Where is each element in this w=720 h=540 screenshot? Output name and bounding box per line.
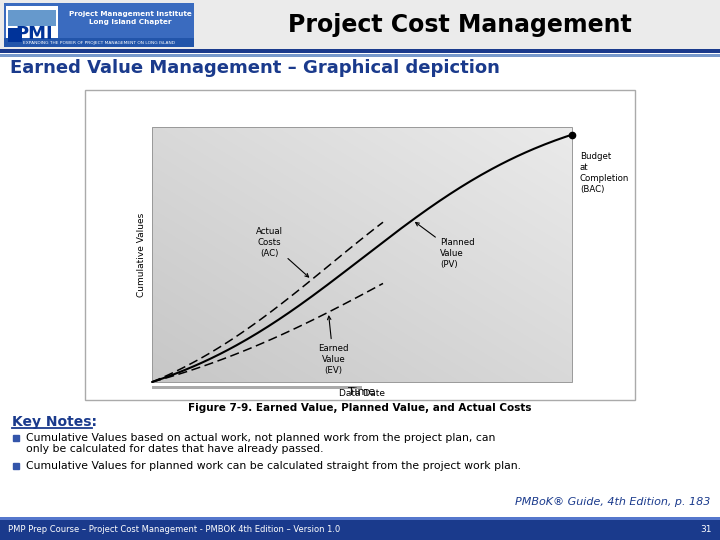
Text: EXPANDING THE POWER OF PROJECT MANAGEMENT ON LONG ISLAND: EXPANDING THE POWER OF PROJECT MANAGEMEN…: [23, 41, 175, 45]
Text: Budget
at
Completion
(BAC): Budget at Completion (BAC): [580, 152, 629, 194]
Bar: [85, 90, 635, 400]
Bar: [6, 6, 58, 44]
Text: Time: Time: [348, 387, 376, 397]
Bar: [0, 49, 720, 53]
Text: 31: 31: [701, 525, 712, 535]
Bar: [8, 28, 22, 42]
Text: Cumulative Values: Cumulative Values: [138, 212, 146, 296]
Text: Cumulative Values for planned work can be calculated straight from the project w: Cumulative Values for planned work can b…: [26, 461, 521, 471]
Text: Earned Value Management – Graphical depiction: Earned Value Management – Graphical depi…: [10, 59, 500, 77]
Bar: [0, 520, 720, 540]
Text: Cumulative Values based on actual work, not planned work from the project plan, : Cumulative Values based on actual work, …: [26, 433, 495, 443]
Text: PMBoK® Guide, 4th Edition, p. 183: PMBoK® Guide, 4th Edition, p. 183: [515, 497, 710, 507]
Bar: [0, 54, 720, 57]
Bar: [4, 3, 194, 47]
Text: only be calculated for dates that have already passed.: only be calculated for dates that have a…: [26, 444, 323, 454]
Text: Earned
Value
(EV): Earned Value (EV): [318, 316, 348, 375]
Bar: [0, 0, 720, 50]
Text: Long Island Chapter: Long Island Chapter: [89, 19, 171, 25]
Bar: [4, 38, 194, 47]
Text: Key Notes:: Key Notes:: [12, 415, 97, 429]
Bar: [0, 517, 720, 520]
Text: PMI: PMI: [15, 25, 53, 43]
Text: Project Cost Management: Project Cost Management: [288, 13, 632, 37]
Bar: [152, 386, 362, 389]
Text: Planned
Value
(PV): Planned Value (PV): [415, 222, 475, 269]
Text: Figure 7-9. Earned Value, Planned Value, and Actual Costs: Figure 7-9. Earned Value, Planned Value,…: [188, 403, 532, 413]
Text: PMP Prep Course – Project Cost Management - PMBOK 4th Edition – Version 1.0: PMP Prep Course – Project Cost Managemen…: [8, 525, 341, 535]
Bar: [152, 127, 572, 382]
Bar: [8, 10, 56, 26]
Text: Project Management Institute: Project Management Institute: [68, 11, 192, 17]
Text: Actual
Costs
(AC): Actual Costs (AC): [256, 226, 309, 277]
Text: Data Date: Data Date: [339, 389, 385, 399]
